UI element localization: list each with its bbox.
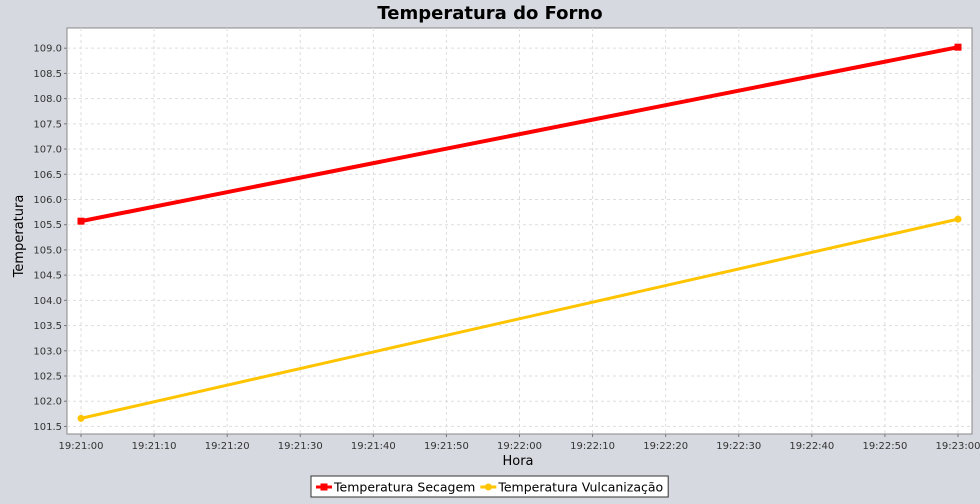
legend-label-0: Temperatura Secagem <box>333 480 475 495</box>
y-tick-label: 105.0 <box>33 245 62 256</box>
x-tick-label: 19:22:40 <box>789 441 834 452</box>
y-tick-label: 104.5 <box>33 271 62 282</box>
x-axis-label: Hora <box>502 454 533 469</box>
y-tick-label: 102.0 <box>33 397 62 408</box>
y-tick-label: 103.0 <box>33 346 62 357</box>
grid-lines <box>67 28 972 434</box>
y-tick-label: 106.0 <box>33 195 62 206</box>
series-0-point <box>954 43 962 51</box>
x-tick-label: 19:21:50 <box>424 441 469 452</box>
series-line-1 <box>80 217 959 420</box>
legend-marker-1 <box>484 483 492 491</box>
y-tick-label: 107.5 <box>33 119 62 130</box>
legend-label-1: Temperatura Vulcanização <box>497 480 663 495</box>
series-1-point <box>77 414 85 422</box>
x-tick-label: 19:21:10 <box>132 441 177 452</box>
x-tick-label: 19:22:30 <box>716 441 761 452</box>
series-0-point <box>77 217 85 225</box>
series-line-0 <box>80 45 959 224</box>
x-tick-label: 19:21:20 <box>205 441 250 452</box>
x-tick-label: 19:21:40 <box>351 441 396 452</box>
x-tick-label: 19:22:10 <box>570 441 615 452</box>
legend-marker-0 <box>320 483 328 491</box>
y-tick-label: 102.5 <box>33 372 62 383</box>
y-tick-label: 109.0 <box>33 44 62 55</box>
y-tick-label: 101.5 <box>33 422 62 433</box>
y-tick-label: 108.5 <box>33 69 62 80</box>
axes: 101.5 102.0 102.5 103.0 103.5 104.0 104.5 105.0… <box>33 44 980 452</box>
series-1-point <box>954 215 962 223</box>
y-tick-label: 104.0 <box>33 296 62 307</box>
x-tick-label: 19:21:00 <box>59 441 104 452</box>
x-tick-label: 19:22:50 <box>862 441 907 452</box>
legend: Temperatura Secagem Temperatura Vulcaniza… <box>310 475 669 498</box>
x-tick-label: 19:23:00 <box>936 441 980 452</box>
y-tick-label: 105.5 <box>33 220 62 231</box>
x-tick-label: 19:22:00 <box>497 441 542 452</box>
chart-title: Temperatura do Forno <box>377 3 602 24</box>
y-tick-label: 103.5 <box>33 321 62 332</box>
x-tick-label: 19:21:30 <box>278 441 323 452</box>
y-tick-label: 107.0 <box>33 145 62 156</box>
x-tick-label: 19:22:20 <box>643 441 688 452</box>
y-tick-label: 108.0 <box>33 94 62 105</box>
y-tick-label: 106.5 <box>33 170 62 181</box>
y-axis-label: Temperatura <box>12 195 27 279</box>
series-lines <box>77 43 962 422</box>
